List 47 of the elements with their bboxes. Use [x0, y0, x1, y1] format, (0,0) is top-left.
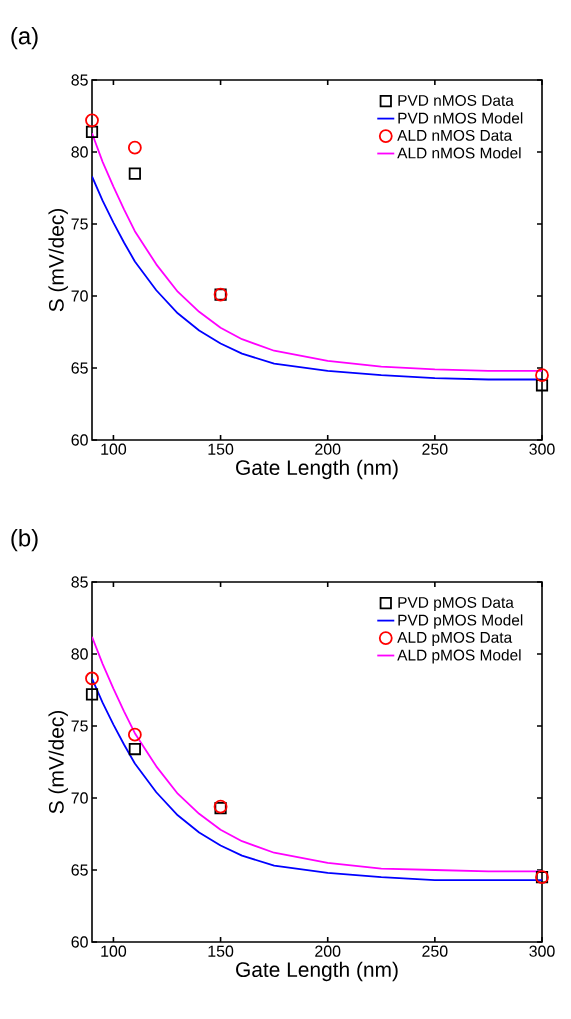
- x-tick-label: 200: [315, 443, 341, 455]
- x-tick-label: 250: [422, 945, 448, 957]
- y-tick-label: 70: [71, 290, 88, 302]
- y-tick-label: 80: [71, 146, 88, 158]
- y-tick-label: 75: [71, 218, 88, 230]
- x-axis-title: Gate Length (nm): [236, 459, 398, 480]
- y-tick-label: 60: [71, 936, 88, 948]
- line-series: [92, 132, 542, 372]
- y-tick-label: 75: [71, 720, 88, 732]
- point: [535, 379, 549, 392]
- legend-label: PVD pMOS Model: [398, 614, 523, 629]
- point: [127, 140, 142, 155]
- legend-label: ALD pMOS Data: [397, 631, 513, 646]
- y-tick-label: 65: [71, 864, 88, 876]
- x-tick-label: 100: [101, 945, 127, 957]
- y-tick-label: 85: [71, 74, 88, 86]
- x-tick-label: 150: [208, 443, 234, 455]
- point: [85, 125, 99, 138]
- legend-label: ALD nMOS Model: [397, 147, 521, 159]
- point: [128, 742, 141, 756]
- x-tick-label: 100: [101, 443, 127, 455]
- x-tick-label: 300: [529, 945, 555, 957]
- legend-label: PVD nMOS Model: [398, 112, 523, 124]
- legend-label: PVD pMOS Data: [398, 596, 514, 611]
- y-tick-label: 60: [71, 434, 88, 446]
- legend-label: ALD pMOS Model: [397, 649, 521, 664]
- y-tick-label: 65: [71, 362, 88, 374]
- point: [535, 368, 549, 383]
- y-tick-label: 85: [71, 576, 88, 588]
- y-axis-title: S (mV/dec): [48, 209, 68, 312]
- legend-label: ALD nMOS Data: [397, 129, 513, 141]
- point: [85, 671, 99, 686]
- chart-title: (a): [11, 26, 38, 50]
- y-axis-title: S (mV/dec): [48, 711, 68, 814]
- x-tick-label: 250: [422, 443, 448, 455]
- x-tick-label: 200: [315, 945, 341, 957]
- x-axis-title: Gate Length (nm): [236, 961, 398, 982]
- point: [127, 727, 142, 742]
- point: [85, 113, 99, 128]
- point: [85, 688, 99, 701]
- x-tick-label: 300: [529, 443, 555, 455]
- x-tick-label: 150: [208, 945, 234, 957]
- y-tick-label: 70: [71, 792, 88, 804]
- y-tick-label: 80: [71, 648, 88, 660]
- chart-title: (b): [11, 528, 38, 552]
- point: [128, 167, 141, 180]
- legend-label: PVD nMOS Data: [398, 94, 514, 106]
